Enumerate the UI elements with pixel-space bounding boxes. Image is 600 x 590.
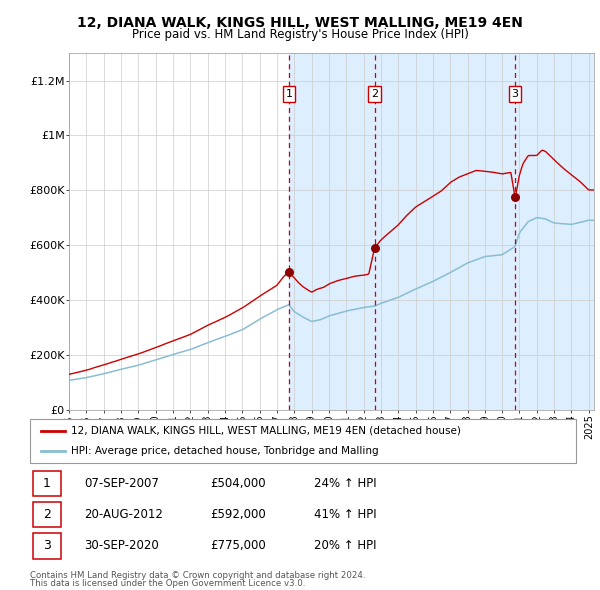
Text: 2: 2 bbox=[371, 89, 378, 99]
Text: £504,000: £504,000 bbox=[210, 477, 266, 490]
Bar bbox=[374, 53, 515, 410]
Text: This data is licensed under the Open Government Licence v3.0.: This data is licensed under the Open Gov… bbox=[30, 579, 305, 588]
Text: HPI: Average price, detached house, Tonbridge and Malling: HPI: Average price, detached house, Tonb… bbox=[71, 446, 379, 456]
Bar bbox=[289, 53, 374, 410]
Text: 41% ↑ HPI: 41% ↑ HPI bbox=[314, 508, 377, 522]
Text: Contains HM Land Registry data © Crown copyright and database right 2024.: Contains HM Land Registry data © Crown c… bbox=[30, 571, 365, 579]
Text: 30-SEP-2020: 30-SEP-2020 bbox=[85, 539, 160, 552]
Text: 1: 1 bbox=[286, 89, 292, 99]
Text: 12, DIANA WALK, KINGS HILL, WEST MALLING, ME19 4EN: 12, DIANA WALK, KINGS HILL, WEST MALLING… bbox=[77, 16, 523, 30]
Text: 24% ↑ HPI: 24% ↑ HPI bbox=[314, 477, 377, 490]
Text: 20-AUG-2012: 20-AUG-2012 bbox=[85, 508, 163, 522]
Bar bbox=[515, 53, 594, 410]
Text: Price paid vs. HM Land Registry's House Price Index (HPI): Price paid vs. HM Land Registry's House … bbox=[131, 28, 469, 41]
Text: 20% ↑ HPI: 20% ↑ HPI bbox=[314, 539, 376, 552]
FancyBboxPatch shape bbox=[33, 533, 61, 559]
FancyBboxPatch shape bbox=[33, 502, 61, 527]
Text: 3: 3 bbox=[512, 89, 518, 99]
Text: 07-SEP-2007: 07-SEP-2007 bbox=[85, 477, 160, 490]
FancyBboxPatch shape bbox=[33, 471, 61, 496]
Text: 2: 2 bbox=[43, 508, 51, 522]
Text: 1: 1 bbox=[43, 477, 51, 490]
Text: £592,000: £592,000 bbox=[210, 508, 266, 522]
Text: 12, DIANA WALK, KINGS HILL, WEST MALLING, ME19 4EN (detached house): 12, DIANA WALK, KINGS HILL, WEST MALLING… bbox=[71, 426, 461, 436]
Text: 3: 3 bbox=[43, 539, 51, 552]
Text: £775,000: £775,000 bbox=[210, 539, 266, 552]
